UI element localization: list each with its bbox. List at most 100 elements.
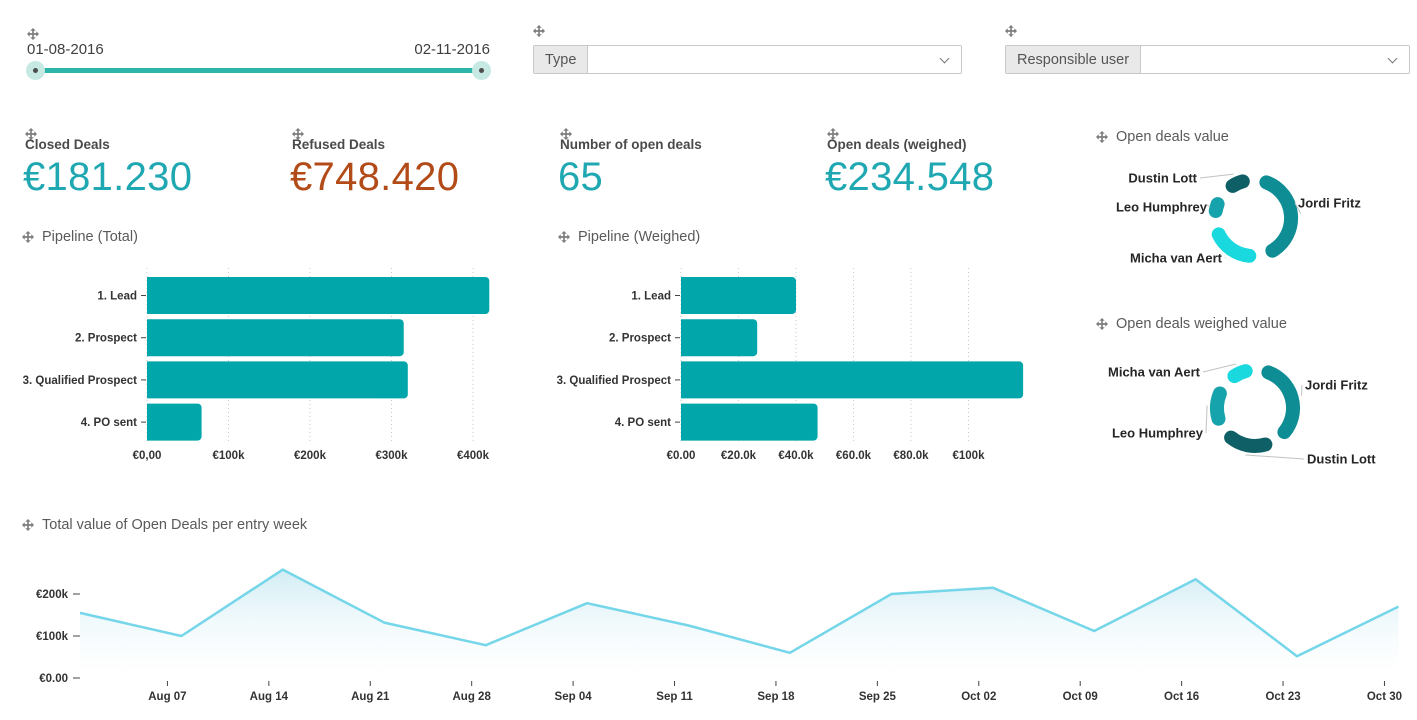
kpi-title: Open deals (weighed) (827, 137, 967, 152)
svg-text:€60.0k: €60.0k (836, 450, 872, 462)
kpi-value: €181.230 (23, 155, 193, 199)
responsible-user-filter: Responsible user (1005, 25, 1410, 85)
svg-text:3. Qualified Prospect: 3. Qualified Prospect (557, 375, 671, 387)
svg-text:2. Prospect: 2. Prospect (609, 333, 671, 345)
svg-text:Micha van Aert: Micha van Aert (1130, 251, 1223, 266)
svg-text:€300k: €300k (376, 450, 409, 462)
handle-dot (479, 68, 484, 73)
svg-text:1. Lead: 1. Lead (631, 291, 671, 303)
date-range-slider-track[interactable] (35, 68, 484, 73)
svg-text:Aug 28: Aug 28 (453, 691, 492, 703)
date-range-start: 01-08-2016 (27, 41, 104, 58)
chart-title: Pipeline (Total) (42, 229, 138, 245)
chart-title: Pipeline (Weighed) (578, 229, 701, 245)
kpi-refused-deals: Refused Deals €748.420 (290, 128, 542, 199)
svg-text:Aug 21: Aug 21 (351, 691, 390, 703)
svg-text:Sep 04: Sep 04 (555, 691, 593, 703)
svg-text:€0.00: €0.00 (667, 450, 696, 462)
kpi-closed-deals: Closed Deals €181.230 (23, 128, 275, 199)
svg-text:Micha van Aert: Micha van Aert (1108, 365, 1201, 380)
svg-text:4. PO sent: 4. PO sent (615, 417, 671, 429)
svg-text:€0.00: €0.00 (39, 673, 68, 685)
open-deals-weighed-value-donut-chart: Jordi Fritz Dustin Lott Leo Humphrey Micha … (1108, 363, 1376, 467)
open-deals-value-title: Open deals value (1096, 129, 1229, 145)
svg-text:Oct 23: Oct 23 (1265, 691, 1300, 703)
type-select-value (588, 46, 961, 73)
svg-text:1. Lead: 1. Lead (97, 291, 137, 303)
svg-text:€40.0k: €40.0k (778, 450, 814, 462)
svg-text:€0,00: €0,00 (133, 450, 162, 462)
move-icon[interactable] (292, 128, 304, 140)
svg-text:2. Prospect: 2. Prospect (75, 333, 137, 345)
move-icon[interactable] (1005, 25, 1017, 37)
date-range-filter: 01-08-2016 02-11-2016 (26, 28, 491, 90)
kpi-value: €748.420 (290, 155, 460, 199)
svg-text:Aug 07: Aug 07 (148, 691, 186, 703)
responsible-user-select-label: Responsible user (1006, 46, 1142, 73)
kpi-value: €234.548 (825, 155, 995, 199)
svg-text:Jordi Fritz: Jordi Fritz (1298, 196, 1361, 211)
svg-text:€80.0k: €80.0k (893, 450, 929, 462)
svg-text:€200k: €200k (294, 450, 327, 462)
chart-title: Open deals value (1116, 129, 1229, 145)
kpi-value: 65 (558, 155, 604, 199)
svg-text:Dustin Lott: Dustin Lott (1128, 171, 1197, 186)
kpi-title: Number of open deals (560, 137, 702, 152)
type-select-label: Type (534, 46, 589, 73)
kpi-title: Refused Deals (292, 137, 386, 152)
svg-text:Aug 14: Aug 14 (250, 691, 289, 703)
pipeline-weighed-title: Pipeline (Weighed) (558, 229, 700, 245)
chart-title: Open deals weighed value (1116, 316, 1287, 332)
date-range-labels: 01-08-2016 02-11-2016 (27, 41, 490, 58)
svg-text:Oct 30: Oct 30 (1367, 691, 1402, 703)
svg-text:Sep 25: Sep 25 (859, 691, 897, 703)
svg-text:Jordi Fritz: Jordi Fritz (1305, 378, 1368, 393)
move-icon[interactable] (22, 519, 34, 531)
date-range-end: 02-11-2016 (414, 41, 490, 58)
svg-text:3. Qualified Prospect: 3. Qualified Prospect (23, 375, 138, 387)
total-value-open-deals-title: Total value of Open Deals per entry week (22, 517, 307, 533)
svg-text:€100k: €100k (953, 450, 986, 462)
svg-text:4. PO sent: 4. PO sent (81, 417, 137, 429)
svg-text:Dustin Lott: Dustin Lott (1307, 452, 1376, 467)
move-icon[interactable] (27, 28, 39, 40)
responsible-user-select-value (1141, 46, 1409, 73)
svg-text:Oct 16: Oct 16 (1164, 691, 1199, 703)
svg-text:€20.0k: €20.0k (721, 450, 757, 462)
handle-dot (33, 68, 38, 73)
svg-text:€100k: €100k (36, 631, 69, 643)
kpi-number-of-open-deals: Number of open deals 65 (558, 128, 810, 199)
svg-text:Oct 09: Oct 09 (1063, 691, 1098, 703)
pipeline-total-title: Pipeline (Total) (22, 229, 138, 245)
svg-text:Oct 02: Oct 02 (961, 691, 996, 703)
move-icon[interactable] (533, 25, 545, 37)
kpi-open-deals-weighed: Open deals (weighed) €234.548 (825, 128, 1077, 199)
responsible-user-select[interactable]: Responsible user (1005, 45, 1410, 74)
move-icon[interactable] (25, 128, 37, 140)
svg-text:Sep 11: Sep 11 (656, 691, 693, 703)
svg-text:€200k: €200k (36, 589, 69, 601)
open-deals-value-donut-chart: Jordi Fritz Micha van Aert Leo Humphrey Dus… (1116, 171, 1361, 266)
move-icon[interactable] (560, 128, 572, 140)
move-icon[interactable] (1096, 131, 1108, 143)
move-icon[interactable] (22, 231, 34, 243)
open-deals-weighed-value-title: Open deals weighed value (1096, 316, 1287, 332)
svg-text:Sep 18: Sep 18 (757, 691, 795, 703)
move-icon[interactable] (558, 231, 570, 243)
pipeline-weighed-bar-chart: €0.00 €20.0k €40.0k €60.0k €80.0k €100k 1. Lea… (557, 268, 1024, 462)
type-filter: Type (533, 25, 962, 85)
chart-title: Total value of Open Deals per entry week (42, 517, 308, 533)
svg-text:€100k: €100k (213, 450, 246, 462)
svg-text:Leo Humphrey: Leo Humphrey (1116, 200, 1208, 215)
move-icon[interactable] (827, 128, 839, 140)
move-icon[interactable] (1096, 318, 1108, 330)
pipeline-total-bar-chart: €0,00 €100k €200k €300k €400k 1. Lead 2. Prosp… (23, 268, 490, 462)
date-range-handle-start[interactable] (26, 61, 45, 80)
total-value-open-deals-area-chart: €0.00 €100k €200k Aug 07 Aug 14 Aug 21 Aug 28 S… (36, 568, 1402, 703)
svg-text:Leo Humphrey: Leo Humphrey (1112, 426, 1204, 441)
kpi-title: Closed Deals (25, 137, 110, 152)
svg-text:€400k: €400k (457, 450, 490, 462)
type-select[interactable]: Type (533, 45, 962, 74)
date-range-handle-end[interactable] (472, 61, 491, 80)
